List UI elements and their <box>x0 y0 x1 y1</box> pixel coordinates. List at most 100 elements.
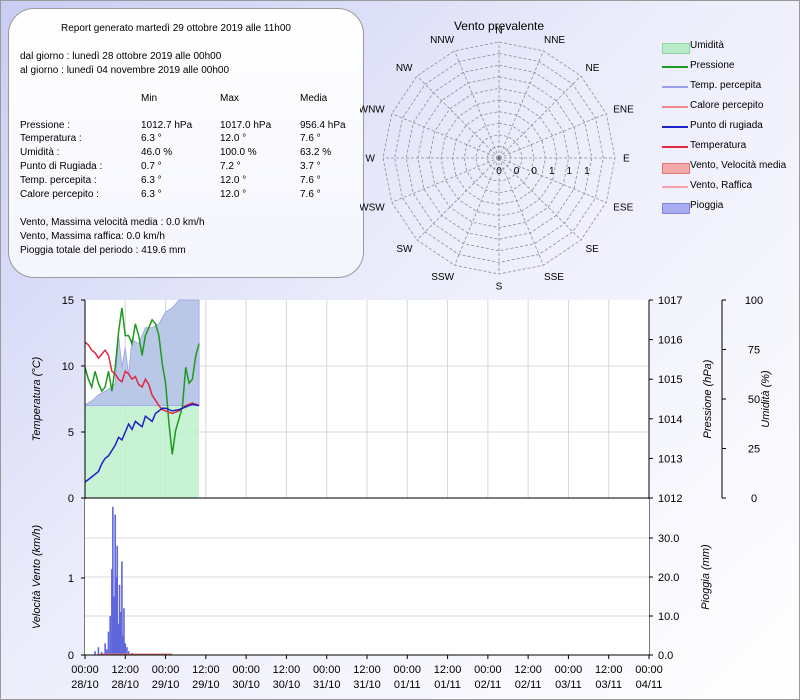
windrose-direction-label: S <box>496 282 503 293</box>
legend-item: Pioggia <box>656 200 796 214</box>
legend-item: Temp. percepita <box>656 80 796 94</box>
y-axis-title: Velocità Vento (km/h) <box>31 524 43 629</box>
rain-bar <box>97 647 100 655</box>
x-tick-label-date: 03/11 <box>595 679 622 691</box>
legend-label: Temperatura <box>690 140 747 151</box>
row-avg: 7.6 ° <box>300 175 321 186</box>
legend-label: Umidità <box>690 40 724 51</box>
x-tick-label-time: 00:00 <box>474 664 502 676</box>
y-tick-label: 15 <box>62 295 74 307</box>
x-tick-label-date: 29/10 <box>152 679 180 691</box>
row-min: 0.7 ° <box>141 161 162 172</box>
legend-line <box>662 146 688 148</box>
x-tick-label-date: 29/10 <box>192 679 220 691</box>
y2-tick-label: 1014 <box>658 414 682 426</box>
header-media: Media <box>300 93 328 104</box>
legend-line <box>662 126 688 128</box>
rain-bar <box>119 612 122 655</box>
rain-bar <box>118 584 121 655</box>
report-to: al giorno : lunedì 04 novembre 2019 alle… <box>20 65 230 76</box>
y2-tick-label: 30.0 <box>658 533 679 545</box>
x-tick-label-date: 01/11 <box>394 679 421 691</box>
windrose-direction-label: ESE <box>613 202 633 213</box>
rain-bar <box>107 631 110 655</box>
x-tick-label-date: 28/10 <box>112 679 140 691</box>
windrose-scale-label: 1 <box>584 166 590 177</box>
legend-swatch <box>662 203 690 214</box>
windrose-direction-label: SE <box>586 244 600 255</box>
row-label: Temp. percepita : <box>20 175 97 186</box>
y2-axis-title: Pioggia (mm) <box>700 544 712 610</box>
legend-label: Temp. percepita <box>690 80 762 91</box>
windrose-ring <box>475 134 523 182</box>
report-from: dal giorno : lunedì 28 ottobre 2019 alle… <box>20 51 222 62</box>
windrose-direction-label: WSW <box>360 202 385 213</box>
windrose-title: Vento prevalente <box>454 19 544 33</box>
windrose-spoke <box>391 157 500 203</box>
windrose-ring <box>405 64 593 252</box>
x-tick-label-time: 00:00 <box>555 664 583 676</box>
windrose-scale-label: 0 <box>514 166 520 177</box>
rain-bar <box>117 623 120 655</box>
rain-bar <box>124 643 127 655</box>
x-tick-label-date: 31/10 <box>353 679 381 691</box>
row-label: Calore percepito : <box>20 189 99 200</box>
windrose-spoke <box>454 50 500 159</box>
row-max: 1017.0 hPa <box>220 120 272 131</box>
windrose-direction-label: E <box>623 154 630 165</box>
row-max: 12.0 ° <box>220 189 247 200</box>
x-tick-label-time: 12:00 <box>273 664 301 676</box>
windrose-chart: Vento prevalente N NNE NE ENE E ESE SE SSE S SSW S… <box>360 19 634 293</box>
x-tick-label-date: 02/11 <box>474 679 501 691</box>
rain-bar <box>122 635 124 655</box>
y2-tick-label: 10.0 <box>658 611 679 623</box>
legend-item: Calore percepito <box>656 100 796 114</box>
rain-bar <box>127 651 130 655</box>
rain-bar <box>116 545 119 655</box>
row-avg: 63.2 % <box>300 147 332 158</box>
windrose-scale-label: 0 <box>496 166 502 177</box>
y3-tick-label: 50 <box>748 394 760 406</box>
windrose-direction-label: NNW <box>430 35 454 46</box>
legend-item: Vento, Raffica <box>656 180 796 194</box>
rain-bar <box>126 647 128 655</box>
rain-bar <box>114 514 117 655</box>
rain-bar <box>100 651 103 655</box>
windrose-ring <box>394 53 604 263</box>
legend-label: Pioggia <box>690 200 724 211</box>
rain-bar <box>109 616 111 655</box>
windrose-direction-label: ENE <box>613 105 634 116</box>
y-tick-label: 1 <box>68 573 74 585</box>
windrose-direction-label: SSW <box>431 272 454 283</box>
x-tick-label-time: 12:00 <box>595 664 623 676</box>
windrose-direction-label: SSE <box>544 272 564 283</box>
windrose-spoke <box>498 50 544 159</box>
series-line-pressione <box>84 307 200 455</box>
row-max: 12.0 ° <box>220 133 247 144</box>
x-tick-label-time: 00:00 <box>635 664 663 676</box>
y-tick-label: 5 <box>68 427 74 439</box>
x-tick-label-time: 00:00 <box>394 664 422 676</box>
x-tick-label-time: 12:00 <box>192 664 220 676</box>
windrose-spoke <box>498 113 607 159</box>
windrose-spoke <box>498 157 544 266</box>
windrose-scale-label: 0 <box>531 166 537 177</box>
x-tick-label-date: 31/10 <box>313 679 341 691</box>
y2-tick-label: 1012 <box>658 493 682 505</box>
y3-tick-label: 100 <box>745 295 763 307</box>
rain-bar <box>106 649 108 655</box>
y2-tick-label: 1015 <box>658 374 682 386</box>
windrose-direction-label: SW <box>396 244 413 255</box>
row-avg: 956.4 hPa <box>300 120 346 131</box>
y-tick-label: 0 <box>68 650 74 662</box>
x-tick-label-date: 04/11 <box>636 679 663 691</box>
rain-bar <box>104 643 106 655</box>
row-max: 12.0 ° <box>220 175 247 186</box>
header-max: Max <box>220 93 239 104</box>
wind-gust-summary: Vento, Massima raffica: 0.0 km/h <box>20 231 165 242</box>
x-tick-label-time: 12:00 <box>112 664 140 676</box>
windrose-spoke <box>454 157 500 266</box>
report-title: Report generato martedì 29 ottobre 2019 … <box>61 23 291 34</box>
windrose-direction-label: WNW <box>360 105 385 116</box>
